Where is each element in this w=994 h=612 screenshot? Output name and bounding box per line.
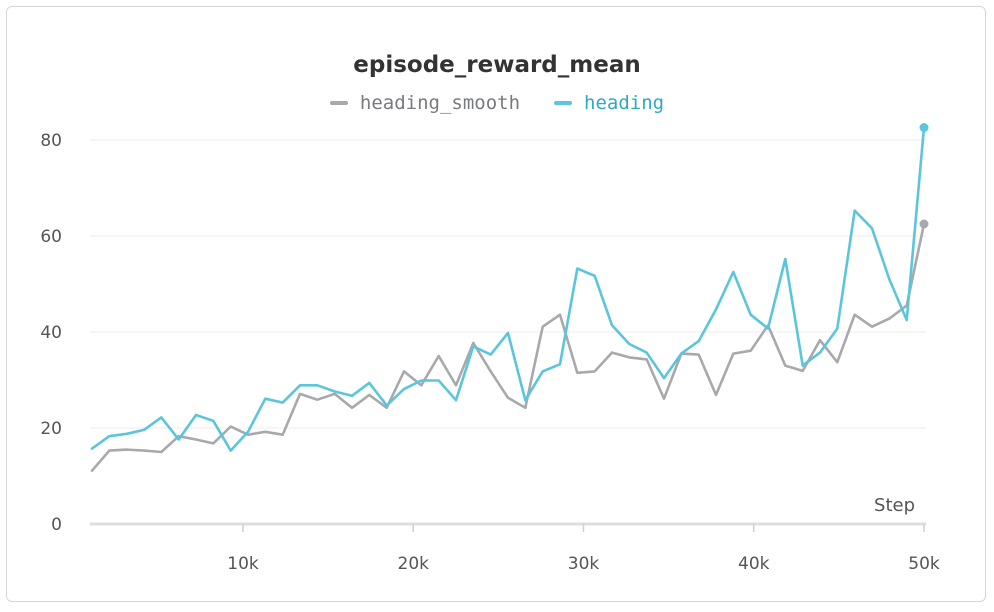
x-tick-label-20k: 20k <box>398 554 430 574</box>
chart-legend[interactable]: heading_smooth heading <box>0 92 994 114</box>
legend-swatch-heading-smooth <box>329 101 348 105</box>
x-tick-label-10k: 10k <box>227 554 259 574</box>
legend-swatch-heading <box>554 101 573 105</box>
series-end-point-heading-smooth <box>919 219 929 229</box>
x-tick-label-50k: 50k <box>908 554 940 574</box>
legend-item-heading-smooth[interactable]: heading_smooth <box>329 92 521 114</box>
y-tick-label-20: 20 <box>40 419 62 439</box>
x-tick-label-30k: 30k <box>568 554 600 574</box>
legend-label-heading: heading <box>584 92 665 114</box>
y-tick-label-0: 0 <box>51 515 62 535</box>
chart-title: episode_reward_mean <box>353 52 641 78</box>
legend-label-heading-smooth: heading_smooth <box>359 92 521 114</box>
y-tick-label-40: 40 <box>40 323 62 343</box>
series-line-heading <box>90 126 926 452</box>
x-tick-label-40k: 40k <box>738 554 770 574</box>
y-tick-label-60: 60 <box>40 227 62 247</box>
chart-panel <box>6 6 986 602</box>
legend-item-heading[interactable]: heading <box>554 92 664 114</box>
x-axis-title: Step <box>874 495 915 516</box>
y-tick-label-80: 80 <box>40 131 62 151</box>
series-line-heading-smooth <box>90 222 926 473</box>
series-end-point-heading <box>919 123 929 133</box>
